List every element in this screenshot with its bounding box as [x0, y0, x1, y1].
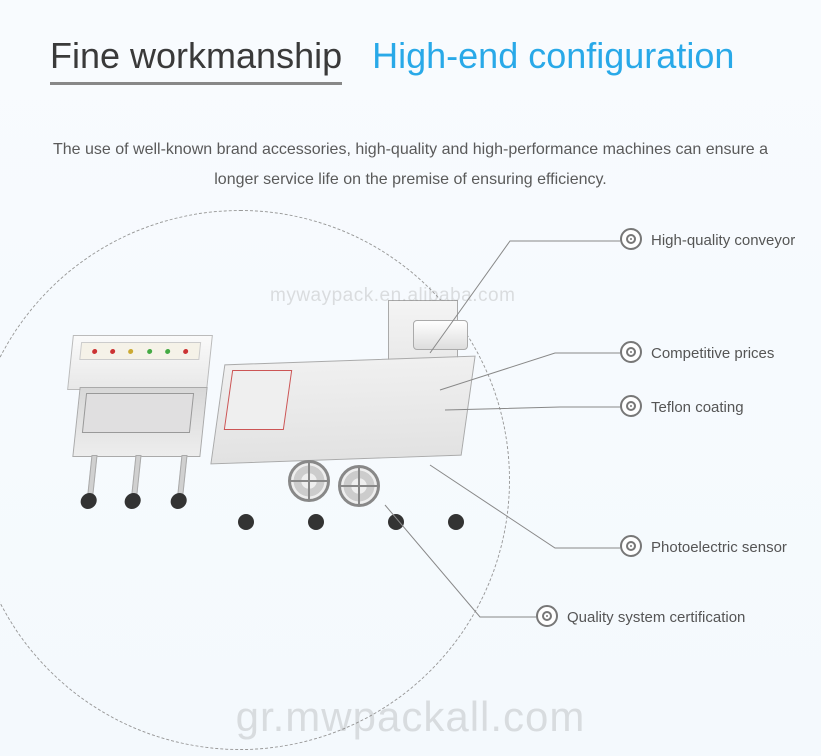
callout-label: Teflon coating [651, 399, 744, 416]
watermark-bottom: gr.mwpackall.com [0, 693, 821, 741]
bullet-icon [536, 605, 558, 627]
bullet-icon [620, 535, 642, 557]
shrink-tunnel [70, 335, 220, 505]
header: Fine workmanship High-end configuration [50, 35, 734, 85]
l-sealer [218, 310, 498, 540]
machine-illustration [70, 310, 490, 540]
watermark-top: mywaypack.en.alibaba.com [270, 285, 515, 307]
bullet-icon [620, 341, 642, 363]
bullet-icon [620, 228, 642, 250]
callout-label: Quality system certification [567, 609, 745, 626]
title-main: Fine workmanship [50, 35, 342, 85]
description-text: The use of well-known brand accessories,… [40, 135, 781, 196]
bullet-icon [620, 395, 642, 417]
callout-label: Photoelectric sensor [651, 539, 787, 556]
callout-label: Competitive prices [651, 345, 774, 362]
title-accent: High-end configuration [372, 35, 734, 77]
callout-label: High-quality conveyor [651, 232, 795, 249]
